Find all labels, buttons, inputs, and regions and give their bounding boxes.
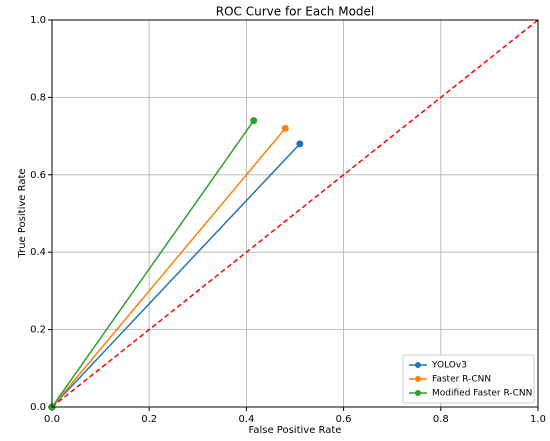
roc-line: [51, 120, 255, 408]
legend-label: YOLOv3: [431, 361, 467, 371]
roc-line: [51, 143, 301, 408]
x-axis-label: False Positive Rate: [249, 425, 342, 436]
legend-label: Modified Faster R-CNN: [432, 389, 532, 399]
legend-label: Faster R-CNN: [432, 375, 491, 385]
legend-marker: [415, 362, 421, 368]
plot-frame: [51, 19, 539, 408]
legend-marker: [415, 376, 421, 382]
legend-marker: [415, 390, 421, 396]
legend-box: [402, 354, 535, 404]
y-tick-label: 1.0: [30, 15, 46, 26]
chart-title: ROC Curve for Each Model: [216, 5, 375, 19]
x-tick-label: 0.2: [141, 414, 157, 425]
x-tick-label: 0.8: [433, 414, 449, 425]
point: [296, 140, 304, 148]
y-tick-label: 0.0: [30, 402, 46, 413]
y-tick-label: 0.6: [30, 170, 46, 181]
y-axis-label: True Positive Rate: [17, 168, 28, 258]
roc-line: [51, 127, 286, 408]
x-tick-label: 0.6: [336, 414, 352, 425]
y-tick-label: 0.2: [30, 325, 46, 336]
point: [281, 124, 289, 132]
x-tick-label: 0.4: [238, 414, 254, 425]
point: [250, 117, 258, 125]
x-tick-label: 0.0: [44, 414, 60, 425]
y-tick-label: 0.4: [30, 247, 46, 258]
y-tick-label: 0.8: [30, 92, 46, 103]
x-tick-label: 1.0: [530, 414, 546, 425]
